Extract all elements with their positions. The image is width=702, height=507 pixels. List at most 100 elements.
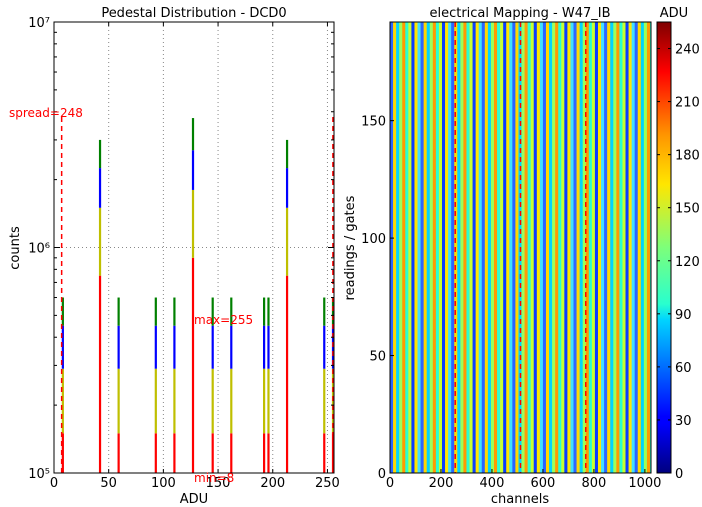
heatmap-column (500, 22, 502, 473)
heatmap-column (464, 22, 466, 473)
heatmap-column (562, 22, 564, 473)
bar-7-seg-3 (230, 297, 233, 326)
heatmap-column (509, 22, 511, 473)
heatmap-column (648, 22, 651, 473)
bar-11-seg-3 (323, 297, 326, 326)
heatmap-column (539, 22, 542, 473)
bar-7-seg-1 (230, 368, 233, 434)
colorbar-tick-label-2: 60 (675, 361, 692, 376)
heatmap-column (406, 22, 408, 473)
heatmap-column (474, 22, 476, 473)
left-x-ticks: 0 50 100 150 200 250 (50, 22, 340, 491)
heatmap-column (411, 22, 413, 473)
left-xtick-label-1: 50 (100, 476, 117, 491)
heatmap-column (446, 22, 448, 473)
heatmap-column (629, 22, 631, 473)
heatmap-column (621, 22, 623, 473)
heatmap-column (482, 22, 485, 473)
bar-4-seg-3 (173, 297, 176, 326)
heatmap-column (491, 22, 494, 473)
bar-12-seg-1 (331, 368, 335, 434)
colorbar-tick-label-5: 150 (675, 202, 700, 217)
heatmap-column (566, 22, 568, 473)
bar-4-seg-1 (173, 368, 176, 434)
heatmap-column (488, 22, 491, 473)
bar-1-seg-0 (98, 275, 102, 473)
heatmap-column (443, 22, 445, 473)
heatmap-column (630, 22, 632, 473)
heatmap-column (606, 22, 608, 473)
heatmap-column (522, 22, 524, 473)
heatmap-column (472, 22, 474, 473)
heatmap-column (424, 22, 426, 473)
heatmap-column (594, 22, 597, 473)
heatmap-column (514, 22, 516, 473)
heatmap-column (602, 22, 604, 473)
left-xtick-label-0: 0 (50, 476, 58, 491)
bar-8-seg-2 (263, 325, 266, 369)
heatmap-column (558, 22, 560, 473)
heatmap-column (392, 22, 394, 473)
heatmap-column (593, 22, 596, 473)
heatmap-column (636, 22, 639, 473)
annotation-max: max=255 (194, 313, 253, 327)
heatmap-column (400, 22, 402, 473)
bar-0-seg-2 (61, 325, 64, 369)
heatmap-column (422, 22, 424, 473)
heatmap-column (401, 22, 403, 473)
heatmap-column (513, 22, 515, 473)
heatmap-column (576, 22, 578, 473)
left-bars (61, 118, 335, 473)
heatmap-column (609, 22, 611, 473)
heatmap-column (617, 22, 619, 473)
heatmap-column (564, 22, 566, 473)
colorbar-tick-label-4: 120 (675, 255, 700, 270)
heatmap-column (433, 22, 436, 473)
heatmap-column (489, 22, 492, 473)
heatmap-column (530, 22, 533, 473)
heatmap-column (569, 22, 571, 473)
heatmap-column (575, 22, 577, 473)
heatmap-column (600, 22, 602, 473)
heatmap-column (447, 22, 449, 473)
bar-3-seg-3 (154, 297, 157, 326)
left-chart-title: Pedestal Distribution - DCD0 (101, 6, 286, 21)
bar-9-seg-3 (267, 297, 270, 326)
heatmap-column (540, 22, 543, 473)
heatmap-column (390, 22, 392, 473)
heatmap-column (563, 22, 565, 473)
bar-6-seg-0 (211, 433, 214, 473)
right-vlines (454, 22, 587, 473)
heatmap-column (529, 22, 531, 473)
heatmap-column (625, 22, 627, 473)
heatmap-column (397, 22, 399, 473)
heatmap-column (552, 22, 554, 473)
heatmap-column (450, 22, 452, 473)
heatmap-column (517, 22, 519, 473)
heatmap-column (436, 22, 439, 473)
heatmap-column (577, 22, 579, 473)
heatmap-column (391, 22, 393, 473)
bar-3-seg-1 (154, 368, 157, 434)
left-xtick-label-5: 250 (315, 476, 340, 491)
right-ytick-label-3: 150 (361, 115, 386, 130)
heatmap-column (604, 22, 606, 473)
bar-8-seg-1 (263, 368, 266, 434)
left-xtick-label-2: 100 (151, 476, 176, 491)
left-x-label: ADU (180, 492, 208, 507)
heatmap-column (393, 22, 395, 473)
heatmap-column (559, 22, 561, 473)
heatmap-column (405, 22, 407, 473)
left-ytick-label-1: 10⁶ (28, 242, 50, 257)
heatmap-column (409, 22, 411, 473)
heatmap-column (465, 22, 467, 473)
heatmap-column (480, 22, 483, 473)
heatmap-column (507, 22, 509, 473)
heatmap-column (410, 22, 412, 473)
heatmap-column (479, 22, 482, 473)
heatmap-column (549, 22, 551, 473)
heatmap-column (574, 22, 576, 473)
bar-2-seg-2 (117, 325, 120, 369)
heatmap-column (459, 22, 461, 473)
left-y-label: counts (8, 226, 23, 270)
